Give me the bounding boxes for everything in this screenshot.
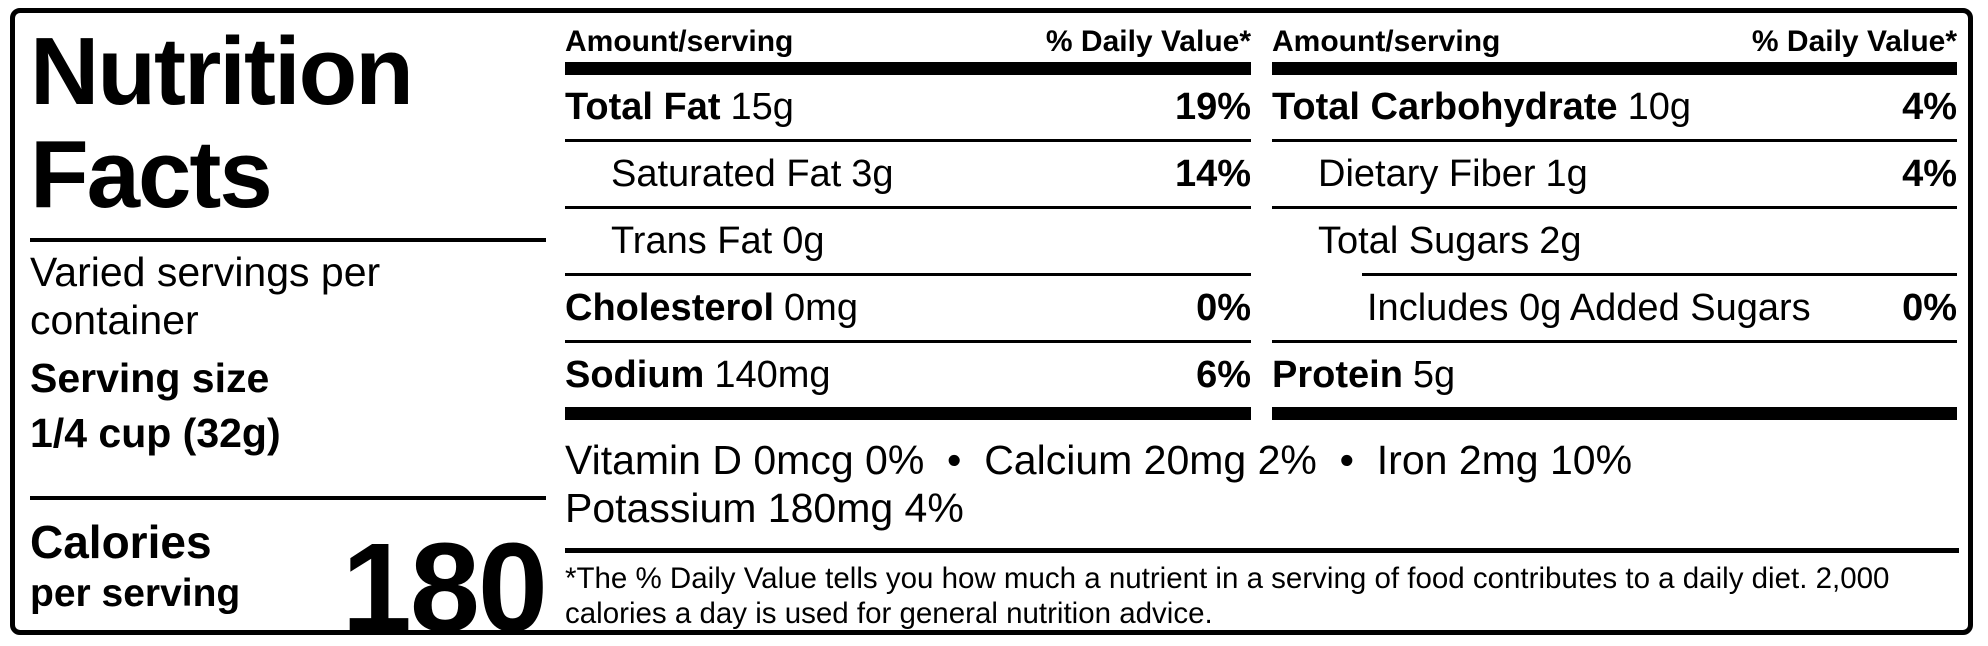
nutrient-daily-value: 0% xyxy=(1196,286,1251,329)
nutrient-amount: 0mg xyxy=(784,286,858,329)
nutrient-daily-value: 4% xyxy=(1902,152,1957,195)
divider xyxy=(30,238,546,243)
divider xyxy=(565,206,1251,209)
nutrient-row-dietary-fiber: Dietary Fiber 1g 4% xyxy=(1272,142,1957,206)
micronutrients-line1: Vitamin D 0mcg 0% • Calcium 20mg 2% • Ir… xyxy=(565,437,1633,483)
nutrient-daily-value: 4% xyxy=(1902,85,1957,128)
divider xyxy=(1272,139,1957,142)
nutrient-text: Total Carbohydrate 10g xyxy=(1272,86,1691,129)
label-title-line1: Nutrition xyxy=(30,18,414,125)
daily-value-header: % Daily Value* xyxy=(1045,24,1251,58)
nutrient-daily-value: 6% xyxy=(1196,353,1251,396)
nutrient-row-protein: Protein 5g xyxy=(1272,343,1957,407)
thick-bar xyxy=(565,62,1251,75)
label-title-line2: Facts xyxy=(30,120,273,228)
nutrient-amount: 3g xyxy=(851,152,894,195)
nutrient-name: Protein xyxy=(1272,353,1403,396)
nutrient-text: Total Sugars 2g xyxy=(1318,220,1582,263)
thick-bar xyxy=(1272,62,1957,75)
micronutrients-line2: Potassium 180mg 4% xyxy=(565,484,964,531)
column-header: Amount/serving % Daily Value* xyxy=(1272,17,1957,62)
nutrient-text: Sodium 140mg xyxy=(565,354,831,397)
divider xyxy=(565,547,1959,553)
nutrient-amount: 140mg xyxy=(714,353,831,396)
nutrient-text: Protein 5g xyxy=(1272,354,1455,397)
calories-sublabel: per serving xyxy=(30,571,241,615)
divider xyxy=(1272,340,1957,343)
divider xyxy=(565,340,1251,343)
nutrient-amount: 0g xyxy=(782,219,825,262)
nutrient-amount: 10g xyxy=(1627,85,1691,128)
nutrient-row-total-carbohydrate: Total Carbohydrate 10g 4% xyxy=(1272,75,1957,139)
nutrient-row-total-sugars: Total Sugars 2g xyxy=(1272,209,1957,273)
nutrient-name: Sodium xyxy=(565,353,705,396)
nutrient-row-sodium: Sodium 140mg 6% xyxy=(565,343,1251,407)
nutrient-name: Trans Fat xyxy=(611,219,773,262)
thick-bar xyxy=(565,407,1251,420)
nutrient-text: Total Fat 15g xyxy=(565,86,794,129)
nutrient-text: Saturated Fat 3g xyxy=(611,153,894,196)
nutrient-amount: 5g xyxy=(1412,353,1456,396)
nutrient-text: Cholesterol 0mg xyxy=(565,287,858,330)
label-title: Nutrition Facts xyxy=(30,18,546,228)
calories-value: 180 xyxy=(341,516,548,646)
divider xyxy=(30,495,546,500)
nutrient-row-trans-fat: Trans Fat 0g xyxy=(565,209,1251,273)
calories-labels: Calories per serving xyxy=(30,516,240,620)
nutrient-text: Dietary Fiber 1g xyxy=(1318,153,1588,196)
nutrient-daily-value: 0% xyxy=(1902,286,1957,329)
daily-value-footnote: *The % Daily Value tells you how much a … xyxy=(565,561,1890,630)
divider xyxy=(1272,206,1957,209)
nutrient-text: Includes 0g Added Sugars xyxy=(1367,287,1811,330)
calories-label: Calories xyxy=(30,515,212,568)
nutrient-column-left: Amount/serving % Daily Value* Total Fat 1… xyxy=(565,17,1251,420)
divider-indented xyxy=(1362,273,1957,276)
divider xyxy=(565,273,1251,276)
nutrient-amount: 15g xyxy=(730,85,794,128)
nutrient-column-right: Amount/serving % Daily Value* Total Carb… xyxy=(1272,17,1957,420)
thick-bar xyxy=(1272,407,1957,420)
column-header: Amount/serving % Daily Value* xyxy=(565,17,1251,62)
nutrient-name: Dietary Fiber xyxy=(1318,152,1536,195)
nutrient-name: Total Sugars xyxy=(1318,219,1530,262)
nutrient-name: Includes 0g Added Sugars xyxy=(1367,286,1811,329)
nutrient-row-cholesterol: Cholesterol 0mg 0% xyxy=(565,276,1251,340)
calories-row: Calories per serving 180 xyxy=(30,516,548,646)
divider xyxy=(565,139,1251,142)
nutrient-row-saturated-fat: Saturated Fat 3g 14% xyxy=(565,142,1251,206)
nutrient-daily-value: 14% xyxy=(1174,152,1251,195)
amount-per-serving-header: Amount/serving xyxy=(1272,24,1501,58)
amount-per-serving-header: Amount/serving xyxy=(565,24,794,58)
nutrient-row-total-fat: Total Fat 15g 19% xyxy=(565,75,1251,139)
nutrient-text: Trans Fat 0g xyxy=(611,220,824,263)
servings-per-container: Varied servings per container xyxy=(30,249,381,343)
serving-size-value: 1/4 cup (32g) xyxy=(30,410,281,457)
serving-size-label: Serving size xyxy=(30,354,270,401)
micronutrients-and-footnote: Vitamin D 0mcg 0% • Calcium 20mg 2% • Ir… xyxy=(565,437,1959,632)
daily-value-header: % Daily Value* xyxy=(1751,24,1957,58)
nutrient-daily-value: 19% xyxy=(1174,85,1251,128)
nutrient-row-added-sugars: Includes 0g Added Sugars 0% xyxy=(1272,276,1957,340)
nutrition-facts-label: Nutrition Facts Varied servings per cont… xyxy=(10,8,1973,646)
nutrient-name: Cholesterol xyxy=(565,286,775,329)
label-left-panel: Nutrition Facts Varied servings per cont… xyxy=(30,18,548,646)
nutrient-amount: 2g xyxy=(1539,219,1582,262)
nutrient-name: Total Carbohydrate xyxy=(1272,85,1618,128)
nutrient-name: Total Fat xyxy=(565,85,721,128)
nutrient-amount: 1g xyxy=(1545,152,1588,195)
nutrient-name: Saturated Fat xyxy=(611,152,842,195)
